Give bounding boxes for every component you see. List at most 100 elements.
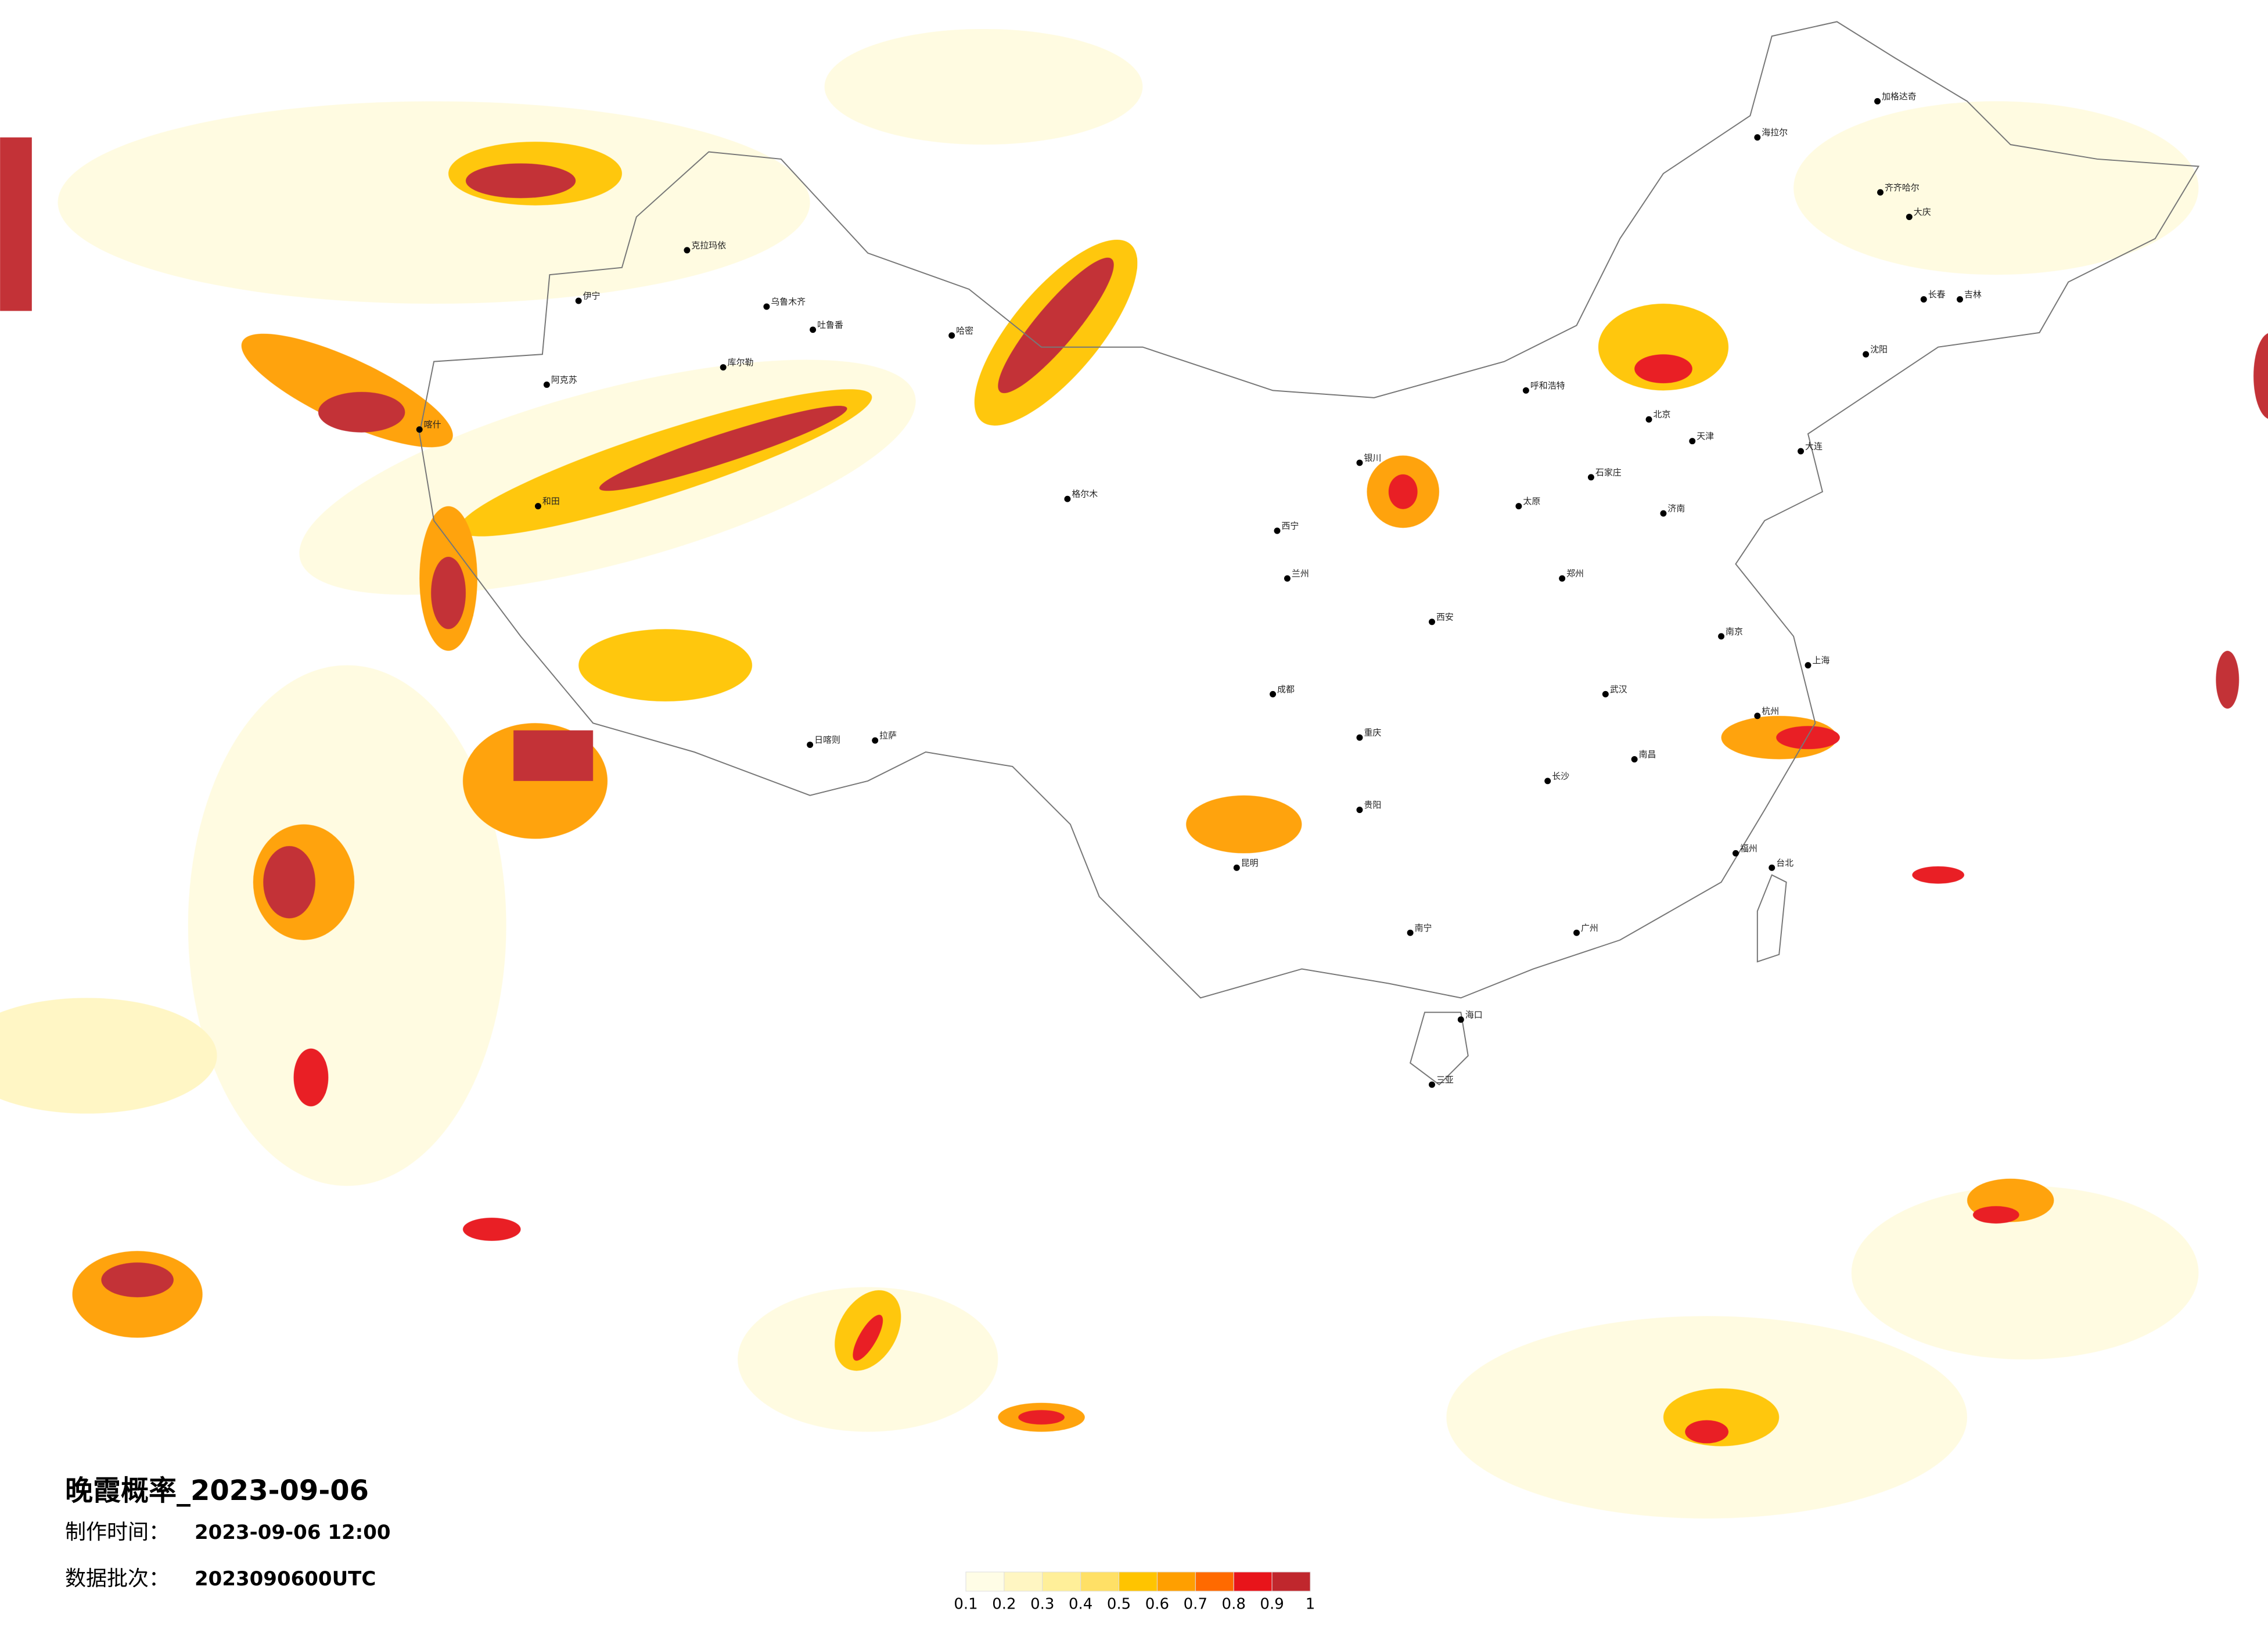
city-dot bbox=[1407, 929, 1414, 936]
city-label: 呼和浩特 bbox=[1530, 380, 1565, 391]
city-dot bbox=[1515, 503, 1522, 510]
city-label: 西宁 bbox=[1281, 521, 1299, 531]
city-label: 库尔勒 bbox=[728, 357, 754, 368]
city-label: 南京 bbox=[1726, 626, 1743, 636]
city-label: 兰州 bbox=[1292, 569, 1309, 579]
city-dot bbox=[1522, 387, 1529, 394]
city-dot bbox=[1573, 929, 1580, 936]
city-dot bbox=[1805, 662, 1811, 669]
city-label: 天津 bbox=[1696, 431, 1714, 441]
city-dot bbox=[1587, 474, 1594, 481]
city-label: 贵阳 bbox=[1364, 800, 1381, 810]
colorbar-tick-label: 0.1 bbox=[954, 1595, 977, 1613]
map-title: 晚霞概率_2023-09-06 bbox=[65, 1474, 369, 1507]
city-dot bbox=[534, 503, 541, 510]
city-dot bbox=[1602, 690, 1609, 697]
city-dot bbox=[543, 381, 550, 388]
city-label: 银川 bbox=[1364, 452, 1381, 463]
city-label: 大连 bbox=[1805, 441, 1823, 452]
colorbar-cell bbox=[1233, 1571, 1273, 1592]
city-dot bbox=[1457, 1016, 1464, 1023]
city-dot bbox=[1559, 575, 1566, 582]
city-label: 海拉尔 bbox=[1762, 127, 1788, 138]
colorbar-tick-label: 0.2 bbox=[992, 1595, 1016, 1613]
city-label: 上海 bbox=[1812, 655, 1830, 665]
city-label: 武汉 bbox=[1610, 684, 1627, 695]
city-label: 长春 bbox=[1928, 289, 1946, 300]
city-dot bbox=[416, 426, 423, 433]
city-label: 和田 bbox=[542, 496, 560, 506]
city-label: 海口 bbox=[1465, 1009, 1483, 1020]
city-dot bbox=[1957, 296, 1963, 303]
colorbar-cell bbox=[1042, 1571, 1081, 1592]
batch-label: 数据批次： bbox=[65, 1567, 170, 1591]
city-dot bbox=[1064, 495, 1071, 502]
colorbar: 0.1 0.2 0.3 0.4 0.5 0.6 0.7 0.8 0.9 1 bbox=[954, 1571, 1315, 1613]
city-dot bbox=[1754, 713, 1761, 720]
city-dot bbox=[1356, 459, 1363, 466]
city-label: 加格达奇 bbox=[1882, 91, 1917, 102]
city-dot bbox=[1718, 633, 1725, 640]
probability-field bbox=[0, 28, 2268, 1519]
city-dot bbox=[1429, 1081, 1435, 1088]
city-dot bbox=[807, 742, 814, 749]
city-dot bbox=[810, 326, 817, 333]
city-label: 石家庄 bbox=[1595, 467, 1622, 477]
city-label: 乌鲁木齐 bbox=[771, 296, 806, 307]
city-label: 长沙 bbox=[1552, 771, 1569, 781]
city-label: 成都 bbox=[1277, 684, 1295, 695]
colorbar-cell bbox=[1080, 1571, 1120, 1592]
city-dot bbox=[1769, 864, 1775, 871]
city-dot bbox=[1660, 510, 1667, 517]
city-dot bbox=[684, 247, 691, 254]
city-label: 吐鲁番 bbox=[817, 319, 843, 330]
colorbar-tick-label: 0.4 bbox=[1069, 1595, 1092, 1613]
city-dot bbox=[872, 737, 879, 744]
city-label: 郑州 bbox=[1566, 569, 1584, 579]
city-dot bbox=[1429, 618, 1435, 625]
colorbar-tick-label: 0.9 bbox=[1260, 1595, 1284, 1613]
island-border bbox=[1409, 1012, 1469, 1086]
colorbar-tick-label: 0.3 bbox=[1030, 1595, 1054, 1613]
city-label: 克拉玛依 bbox=[691, 240, 726, 250]
city-label: 济南 bbox=[1667, 503, 1685, 514]
city-dot bbox=[1631, 756, 1638, 762]
city-dot bbox=[1798, 448, 1805, 455]
city-dot bbox=[763, 303, 770, 310]
colorbar-cell bbox=[965, 1571, 1005, 1592]
city-label: 拉萨 bbox=[879, 731, 897, 741]
country-border bbox=[419, 21, 2200, 999]
colorbar-cell bbox=[1119, 1571, 1158, 1592]
city-label: 太原 bbox=[1523, 496, 1540, 506]
colorbar-tick-label: 0.7 bbox=[1184, 1595, 1207, 1613]
colorbar-tick-label: 1 bbox=[1306, 1595, 1315, 1613]
city-label: 福州 bbox=[1740, 843, 1757, 854]
city-label: 格尔木 bbox=[1072, 489, 1098, 499]
city-label: 伊宁 bbox=[583, 291, 601, 301]
city-label: 重庆 bbox=[1364, 728, 1381, 738]
city-label: 吉林 bbox=[1964, 289, 1982, 300]
city-dot bbox=[1877, 189, 1884, 196]
city-label: 昆明 bbox=[1241, 858, 1259, 868]
city-dot bbox=[1733, 850, 1739, 857]
city-dot bbox=[1233, 864, 1240, 871]
city-label: 三亚 bbox=[1436, 1074, 1454, 1085]
city-dot bbox=[1906, 214, 1913, 221]
city-dot bbox=[720, 364, 727, 371]
city-label: 杭州 bbox=[1762, 706, 1779, 716]
colorbar-cell bbox=[1004, 1571, 1043, 1592]
city-dot bbox=[1920, 296, 1927, 303]
city-dot bbox=[1270, 690, 1277, 697]
city-label: 南昌 bbox=[1639, 749, 1656, 760]
city-label: 阿克苏 bbox=[551, 375, 577, 385]
city-dot bbox=[1284, 575, 1291, 582]
island-border bbox=[1756, 874, 1787, 963]
city-label: 北京 bbox=[1654, 409, 1671, 420]
make-time-label: 制作时间： bbox=[65, 1520, 170, 1544]
city-label: 大庆 bbox=[1914, 207, 1931, 217]
city-label: 西安 bbox=[1436, 611, 1454, 622]
city-label: 南宁 bbox=[1415, 923, 1432, 933]
